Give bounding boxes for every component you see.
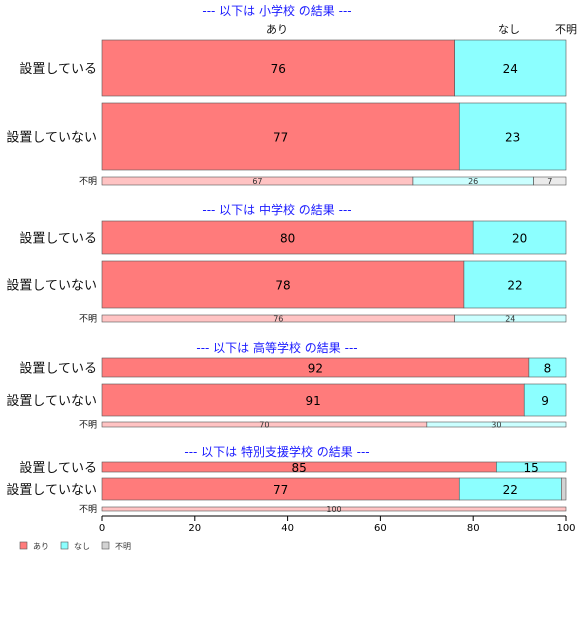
data-label: 77: [273, 131, 288, 145]
bar-segment: [101, 102, 460, 171]
group-title: --- 以下は 小学校 の結果 ---: [202, 3, 351, 18]
row-label: 不明: [79, 314, 97, 325]
data-label: 80: [280, 232, 295, 246]
bar-segment: [101, 383, 525, 417]
column-header-label: なし: [498, 23, 520, 36]
data-label: 78: [275, 279, 290, 293]
bar-segment: [101, 220, 474, 255]
legend-label: 不明: [115, 542, 131, 551]
x-tick-label: 80: [467, 523, 480, 534]
data-label: 22: [507, 279, 522, 293]
data-label: 70: [259, 421, 269, 430]
row-label: 不明: [79, 420, 97, 431]
x-tick-label: 0: [99, 523, 105, 534]
group-title: --- 以下は 高等学校 の結果 ---: [196, 340, 357, 355]
bar-segment: [561, 477, 567, 501]
data-label: 26: [468, 177, 478, 186]
bar-segment: [101, 39, 455, 97]
data-label: 76: [273, 315, 283, 324]
bar-segment: [472, 220, 567, 255]
data-label: 15: [524, 461, 539, 475]
x-tick-label: 20: [188, 523, 201, 534]
legend-label: あり: [33, 542, 49, 551]
data-label: 23: [505, 131, 520, 145]
data-label: 77: [273, 483, 288, 497]
legend-swatch: [60, 541, 69, 550]
data-label: 20: [512, 232, 527, 246]
data-label: 85: [292, 461, 307, 475]
bar-segment: [454, 314, 567, 323]
bar-segment: [463, 260, 567, 309]
bar-segment: [454, 39, 567, 97]
row-label: 設置していない: [6, 482, 97, 498]
row-label: 設置していない: [6, 278, 97, 294]
data-label: 24: [505, 315, 515, 324]
legend-swatch: [19, 541, 28, 550]
bar-segment: [523, 383, 567, 417]
row-label: 不明: [79, 176, 97, 187]
data-label: 7: [547, 177, 552, 186]
group-title: --- 以下は 中学校 の結果 ---: [202, 202, 351, 217]
x-tick-label: 60: [374, 523, 387, 534]
row-label: 設置している: [19, 361, 97, 377]
data-label: 100: [326, 505, 341, 514]
row-label: 設置していない: [6, 393, 97, 409]
bar-segment: [101, 506, 567, 512]
data-label: 30: [491, 421, 501, 430]
data-label: 67: [252, 177, 262, 186]
bar-segment: [426, 421, 567, 428]
x-tick-label: 100: [556, 523, 575, 534]
bar-segment: [533, 176, 567, 186]
data-label: 76: [271, 62, 286, 76]
data-label: 92: [308, 362, 323, 376]
column-header-label: 不明: [555, 23, 577, 36]
column-header-label: あり: [266, 23, 288, 36]
bar-segment: [528, 357, 567, 378]
data-label: 22: [503, 483, 518, 497]
bar-segment: [101, 260, 465, 309]
row-label: 不明: [79, 504, 97, 515]
row-label: 設置していない: [6, 130, 97, 146]
row-label: 設置している: [19, 460, 97, 476]
data-label: 91: [305, 394, 320, 408]
bar-segment: [458, 102, 567, 171]
group-title: --- 以下は 特別支援学校 の結果 ---: [184, 444, 369, 459]
data-label: 9: [541, 394, 549, 408]
bar-segment: [496, 461, 567, 473]
row-label: 設置している: [19, 61, 97, 77]
legend-swatch: [101, 541, 110, 550]
x-tick-label: 40: [281, 523, 294, 534]
data-label: 24: [503, 62, 518, 76]
row-label: 設置している: [19, 231, 97, 247]
legend-label: なし: [74, 542, 90, 551]
data-label: 8: [544, 362, 552, 376]
